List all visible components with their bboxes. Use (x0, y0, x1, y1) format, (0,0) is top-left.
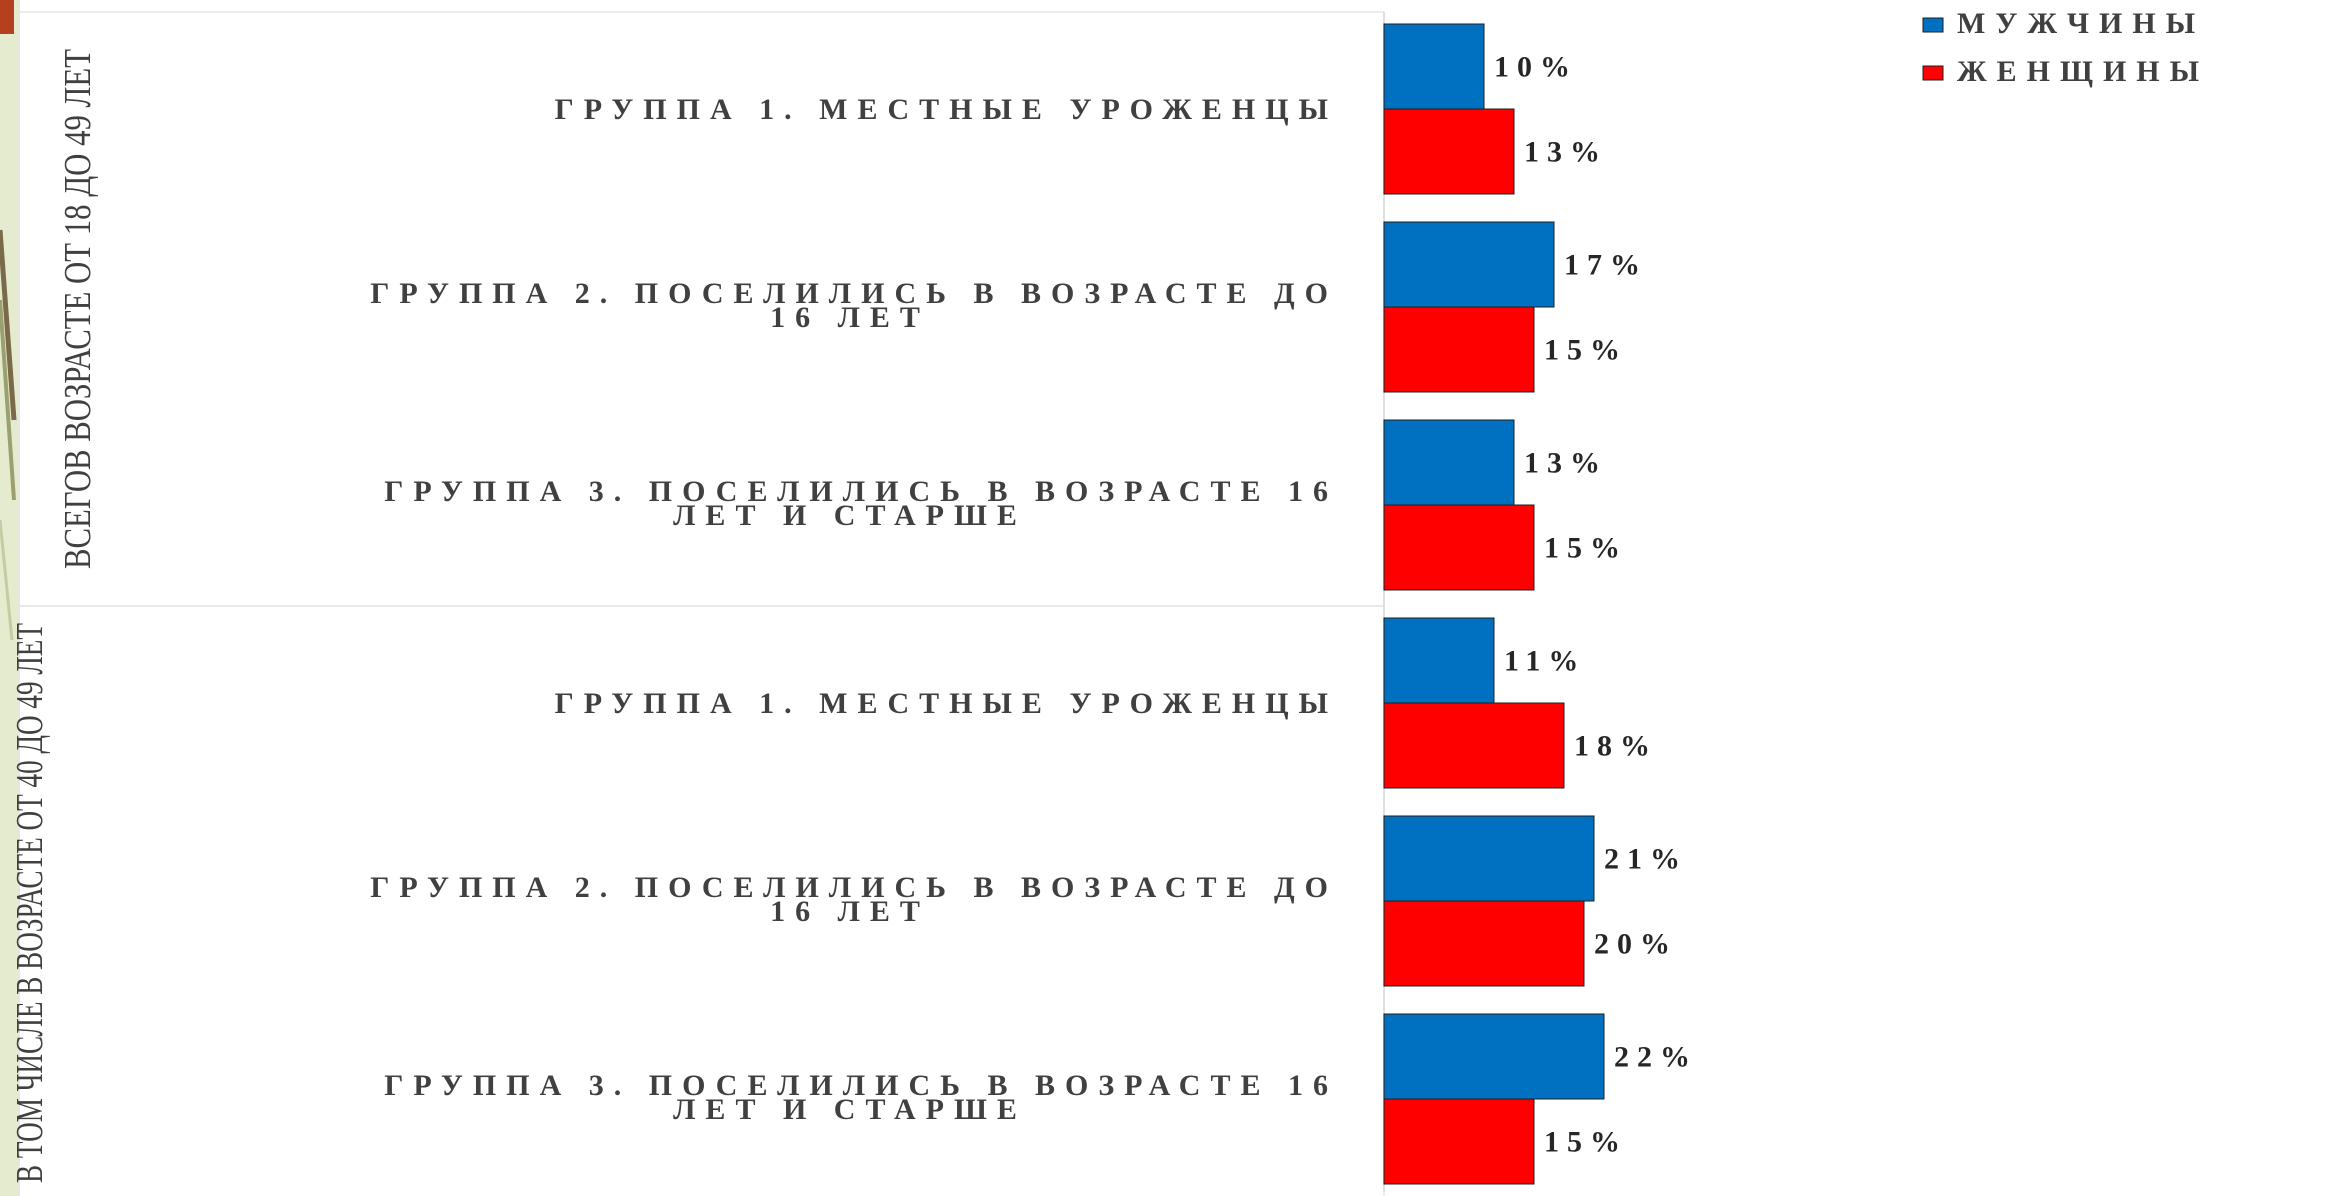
bar-women (1383, 702, 1565, 789)
category-label: ГРУППА 3. ПОСЕЛИЛИСЬ В ВОЗРАСТЕ 16 (384, 475, 1338, 508)
data-label-men: 21% (1604, 843, 1688, 876)
bar-men (1383, 617, 1495, 704)
category-label: ЛЕТ И СТАРШЕ (673, 499, 1027, 532)
legend-label: МУЖЧИНЫ (1957, 7, 2205, 40)
category-label: ЛЕТ И СТАРШЕ (673, 1093, 1027, 1126)
bar-women (1383, 1098, 1535, 1185)
data-label-men: 11% (1504, 645, 1586, 678)
legend-swatch (1922, 17, 1944, 33)
group-axis-label: В ТОМ ЧИСЛЕ В ВОЗРАСТЕ ОТ 40 ДО 49 ЛЕТ (9, 623, 51, 1183)
bar-men (1383, 419, 1515, 506)
bar-women (1383, 306, 1535, 393)
data-label-women: 20% (1594, 928, 1678, 961)
data-label-women: 18% (1574, 730, 1658, 763)
bar-women (1383, 504, 1535, 591)
bar-men (1383, 815, 1595, 902)
bar-women (1383, 108, 1515, 195)
bar-men (1383, 1013, 1605, 1100)
category-label: ГРУППА 1. МЕСТНЫЕ УРОЖЕНЦЫ (555, 93, 1338, 126)
category-label: 16 ЛЕТ (770, 301, 930, 334)
data-label-men: 17% (1564, 249, 1648, 282)
data-label-men: 10% (1494, 51, 1578, 84)
data-label-women: 15% (1544, 334, 1628, 367)
legend-swatch (1922, 65, 1944, 81)
data-label-men: 13% (1524, 447, 1608, 480)
category-label: ГРУППА 2. ПОСЕЛИЛИСЬ В ВОЗРАСТЕ ДО (370, 277, 1338, 310)
legend-label: ЖЕНЩИНЫ (1957, 55, 2209, 88)
slide-decoration (0, 0, 20, 1196)
category-label: 16 ЛЕТ (770, 895, 930, 928)
bar-men (1383, 23, 1485, 110)
chart-frame (17, 11, 1385, 1196)
data-label-women: 15% (1544, 1126, 1628, 1159)
group-axis-label: ВСЕГОВ ВОЗРАСТЕ ОТ 18 ДО 49 ЛЕТ (57, 49, 99, 569)
data-label-men: 22% (1614, 1041, 1698, 1074)
data-label-women: 13% (1524, 136, 1608, 169)
legend: МУЖЧИНЫ ЖЕНЩИНЫ (1922, 7, 2209, 88)
category-label: ГРУППА 2. ПОСЕЛИЛИСЬ В ВОЗРАСТЕ ДО (370, 871, 1338, 904)
data-label-women: 15% (1544, 532, 1628, 565)
bar-men (1383, 221, 1555, 308)
bar-women (1383, 900, 1585, 987)
category-label: ГРУППА 3. ПОСЕЛИЛИСЬ В ВОЗРАСТЕ 16 (384, 1069, 1338, 1102)
category-label: ГРУППА 1. МЕСТНЫЕ УРОЖЕНЦЫ (555, 687, 1338, 720)
